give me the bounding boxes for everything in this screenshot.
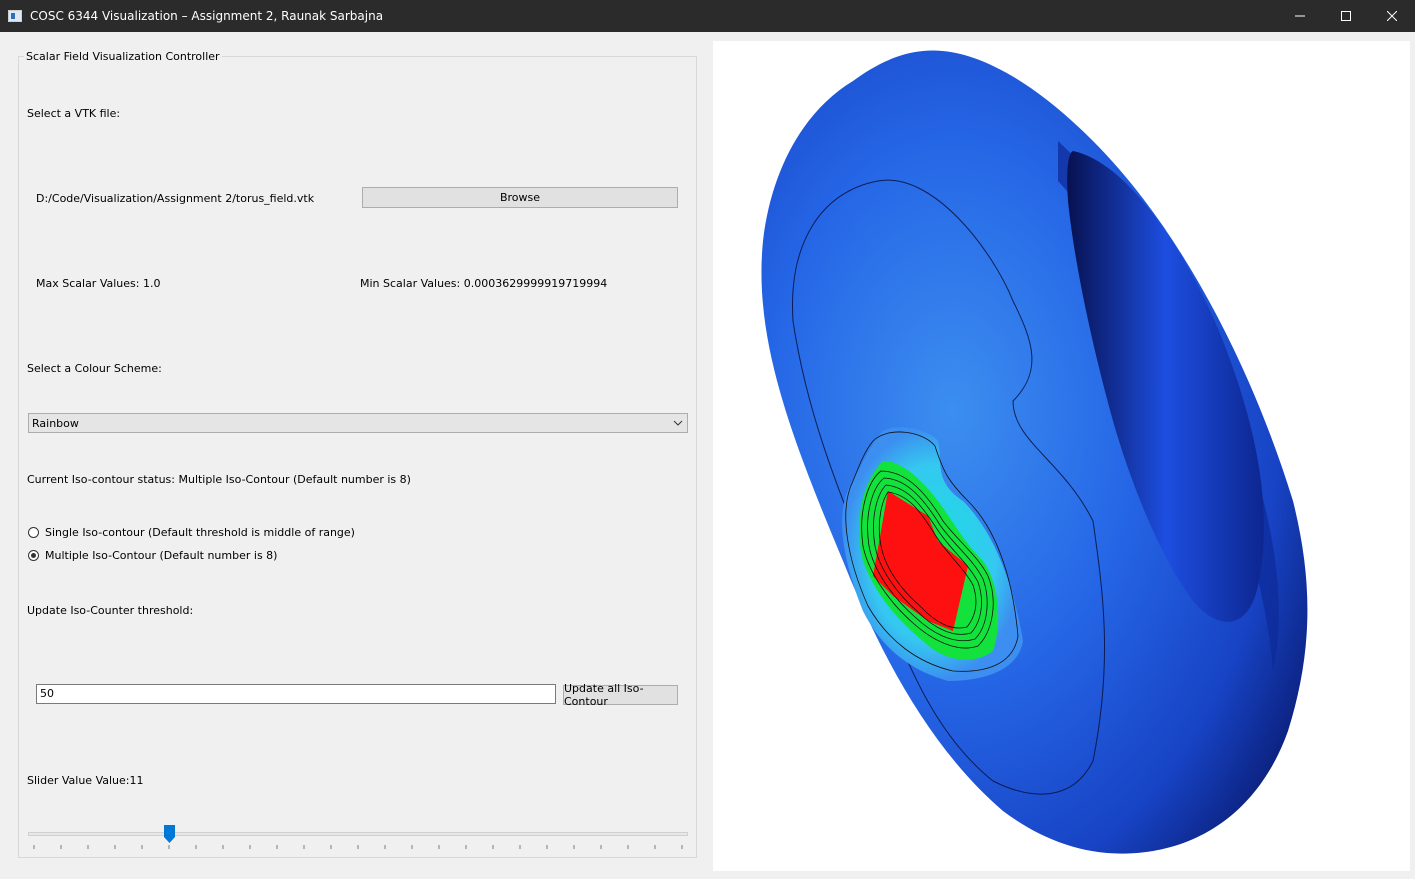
radio-single-label: Single Iso-contour (Default threshold is… [45,526,355,539]
contour-outer [792,179,1106,795]
title-bar: COSC 6344 Visualization – Assignment 2, … [0,0,1415,32]
maximize-icon [1341,11,1351,21]
maximize-button[interactable] [1323,0,1369,32]
colour-scheme-select[interactable]: Rainbow [28,413,688,433]
radio-single-iso[interactable]: Single Iso-contour (Default threshold is… [28,526,355,539]
update-iso-contour-button[interactable]: Update all Iso-Contour [563,682,678,708]
min-scalar-label: Min Scalar Values: 0.0003629999919719994 [360,277,608,290]
slider-ticks [33,845,683,849]
radio-single-circle[interactable] [28,527,39,538]
group-title: Scalar Field Visualization Controller [24,50,222,63]
radio-multiple-iso[interactable]: Multiple Iso-Contour (Default number is … [28,549,277,562]
window-controls [1277,0,1415,32]
radio-multiple-label: Multiple Iso-Contour (Default number is … [45,549,278,562]
minimize-button[interactable] [1277,0,1323,32]
window-title: COSC 6344 Visualization – Assignment 2, … [30,9,384,23]
max-scalar-label: Max Scalar Values: 1.0 [36,277,161,290]
app-icon [8,10,22,22]
iso-status-label: Current Iso-contour status: Multiple Iso… [27,473,411,486]
update-button-label: Update all Iso-Contour [564,682,644,708]
iso-contour-slider[interactable] [28,822,688,856]
render-viewport[interactable] [713,41,1410,871]
colour-scheme-value: Rainbow [32,416,79,430]
browse-button[interactable]: Browse [362,187,678,208]
close-button[interactable] [1369,0,1415,32]
torus-render [761,50,1308,854]
slider-value-label: Slider Value Value:11 [27,774,144,787]
close-icon [1387,11,1397,21]
torus-hole [1067,151,1264,622]
iso-contours [845,431,1019,672]
file-path-label: D:/Code/Visualization/Assignment 2/torus… [36,192,315,205]
hotspot-core-red [873,491,968,631]
threshold-label: Update Iso-Counter threshold: [27,604,194,617]
chevron-down-icon [673,420,683,426]
radio-multiple-circle[interactable] [28,550,39,561]
slider-track[interactable] [28,832,688,836]
controller-groupbox [18,56,697,858]
slider-handle[interactable] [163,825,175,843]
select-file-label: Select a VTK file: [27,107,121,120]
colour-scheme-label: Select a Colour Scheme: [27,362,162,375]
minimize-icon [1295,15,1305,17]
threshold-input[interactable]: 50 [36,684,556,704]
browse-button-label: Browse [499,191,541,204]
